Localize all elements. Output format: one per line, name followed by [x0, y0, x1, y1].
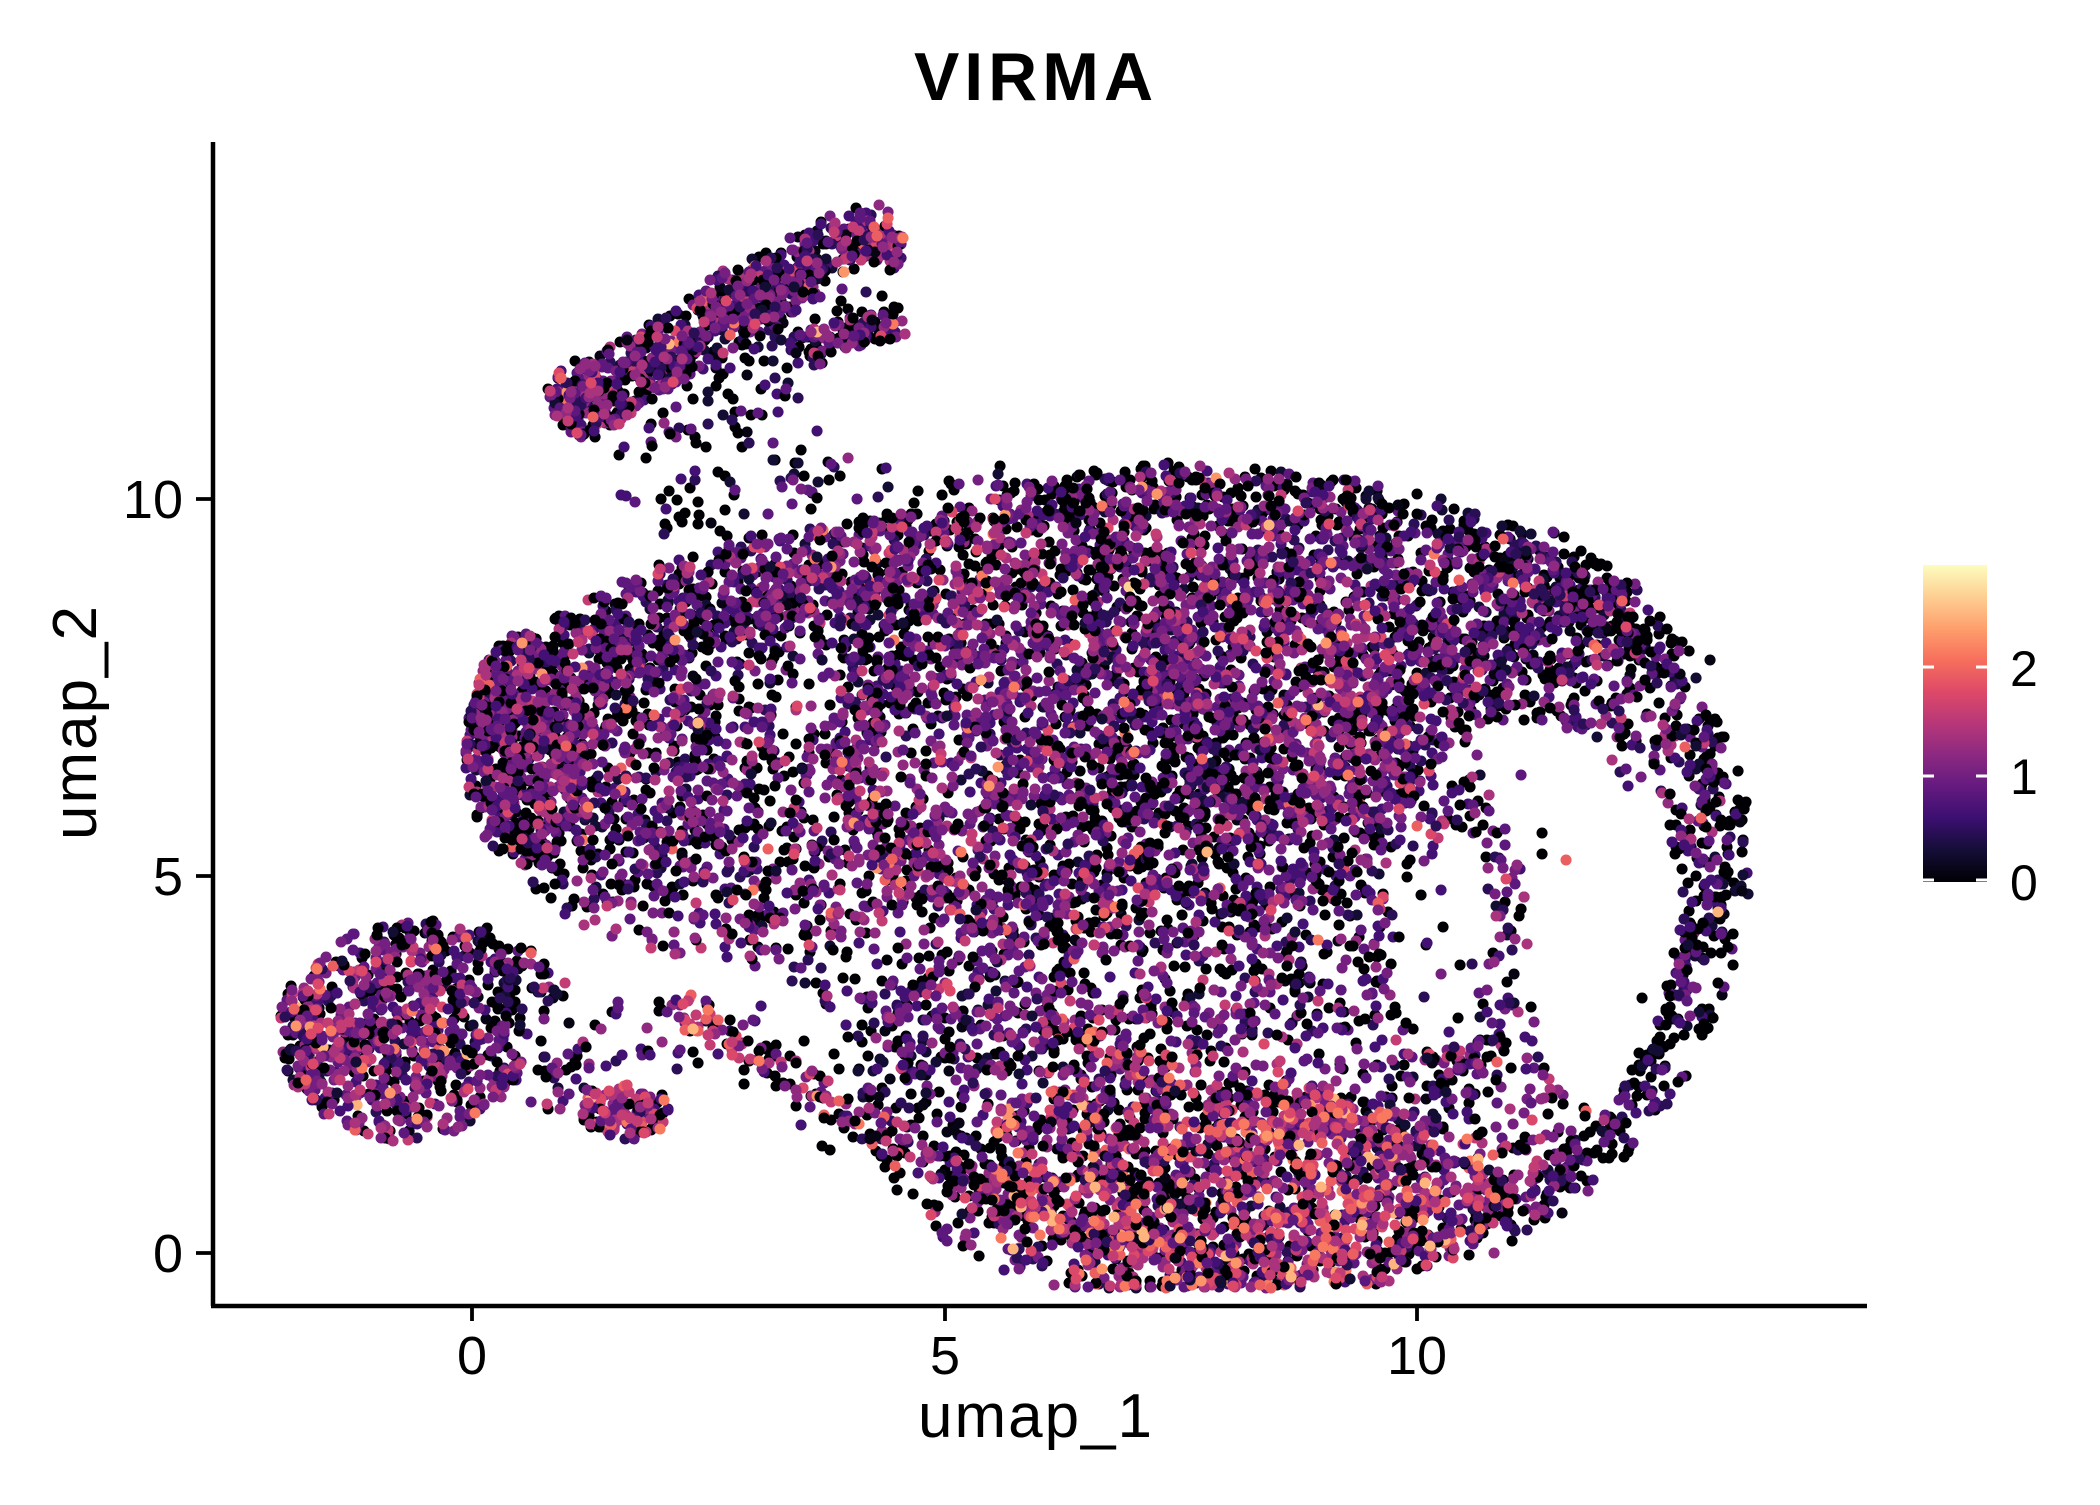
svg-text:VIRMA: VIRMA — [914, 39, 1158, 115]
svg-text:0: 0 — [153, 1224, 183, 1284]
svg-text:5: 5 — [153, 847, 183, 907]
svg-text:umap_2: umap_2 — [41, 604, 110, 840]
svg-text:umap_1: umap_1 — [918, 1382, 1154, 1451]
svg-text:10: 10 — [1387, 1326, 1447, 1386]
svg-text:10: 10 — [123, 470, 183, 530]
svg-text:5: 5 — [930, 1326, 960, 1386]
svg-text:0: 0 — [457, 1326, 487, 1386]
svg-text:2: 2 — [2010, 641, 2038, 697]
svg-text:0: 0 — [2010, 855, 2038, 911]
svg-text:1: 1 — [2010, 749, 2038, 805]
